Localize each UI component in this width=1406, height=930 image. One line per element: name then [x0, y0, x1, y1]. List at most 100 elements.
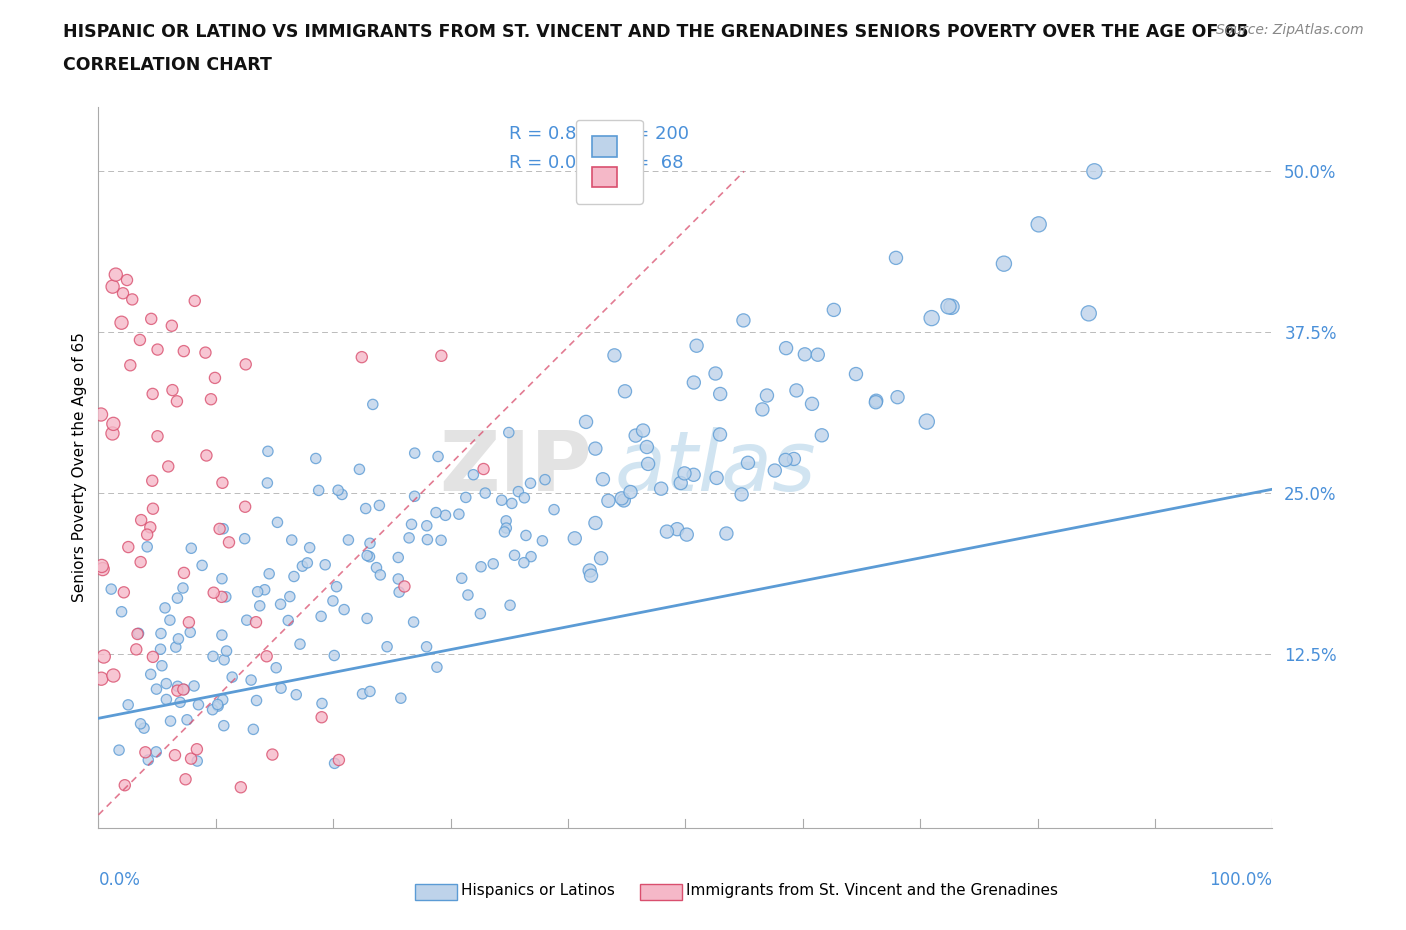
Point [166, 679, 188, 694]
Point [356, 548, 378, 563]
Point [311, 710, 333, 724]
Y-axis label: Seniors Poverty Over the Age of 65: Seniors Poverty Over the Age of 65 [72, 332, 87, 603]
Point [447, 507, 470, 522]
Point [200, 392, 222, 406]
Point [120, 358, 142, 373]
Point [491, 493, 513, 508]
Point [785, 383, 807, 398]
Point [233, 499, 256, 514]
Point [323, 648, 346, 663]
Point [583, 441, 606, 456]
Text: atlas: atlas [614, 427, 817, 508]
Point [575, 415, 598, 430]
Point [531, 534, 554, 549]
Point [184, 294, 207, 309]
Point [262, 747, 284, 762]
Point [675, 527, 697, 542]
Point [245, 693, 267, 708]
Point [136, 752, 159, 767]
Point [716, 526, 738, 541]
Point [349, 462, 371, 477]
Point [499, 598, 522, 613]
Point [416, 518, 439, 533]
Point [398, 530, 420, 545]
Point [233, 531, 256, 546]
Point [519, 476, 541, 491]
Point [322, 593, 344, 608]
Text: R = 0.831: R = 0.831 [509, 126, 599, 143]
Point [823, 302, 845, 317]
Point [434, 508, 457, 523]
Point [361, 397, 384, 412]
Point [211, 628, 233, 643]
Point [387, 550, 409, 565]
Point [682, 468, 704, 483]
Point [288, 637, 311, 652]
Point [655, 525, 678, 539]
Point [166, 684, 188, 698]
Point [613, 493, 636, 508]
Point [337, 533, 360, 548]
Point [90, 407, 112, 422]
Point [669, 475, 692, 490]
Point [162, 382, 184, 397]
Point [865, 395, 887, 410]
Point [356, 611, 378, 626]
Point [108, 743, 131, 758]
Point [775, 340, 797, 355]
Point [270, 597, 292, 612]
Point [187, 698, 209, 712]
Point [285, 687, 308, 702]
Point [136, 539, 159, 554]
Text: CORRELATION CHART: CORRELATION CHART [63, 56, 273, 73]
Point [172, 682, 194, 697]
Point [283, 569, 305, 584]
Point [114, 777, 136, 792]
Text: 100.0%: 100.0% [1209, 870, 1272, 889]
Point [149, 642, 172, 657]
Point [515, 528, 537, 543]
Point [801, 396, 824, 411]
Point [375, 639, 398, 654]
Point [673, 466, 696, 481]
Point [235, 357, 257, 372]
Point [253, 582, 276, 597]
Point [142, 387, 165, 402]
Point [359, 550, 381, 565]
Point [498, 425, 520, 440]
Point [173, 565, 195, 580]
Point [249, 598, 271, 613]
Point [186, 742, 208, 757]
Point [211, 475, 233, 490]
Point [915, 414, 938, 429]
Point [482, 556, 505, 571]
Point [91, 562, 114, 577]
Point [93, 649, 115, 664]
Point [142, 649, 165, 664]
Point [425, 505, 447, 520]
Point [520, 550, 543, 565]
Point [352, 686, 374, 701]
Point [155, 676, 177, 691]
Point [793, 347, 815, 362]
Point [323, 756, 346, 771]
Point [166, 591, 188, 605]
Point [173, 682, 195, 697]
Point [103, 668, 125, 683]
Point [212, 653, 235, 668]
Point [415, 639, 437, 654]
Point [494, 525, 516, 539]
Point [257, 566, 280, 581]
Point [183, 679, 205, 694]
Point [501, 496, 523, 511]
Point [117, 698, 139, 712]
Point [159, 613, 181, 628]
Point [139, 520, 162, 535]
Point [430, 533, 453, 548]
Point [211, 692, 233, 707]
Point [454, 490, 477, 505]
Point [90, 559, 112, 574]
Point [309, 609, 332, 624]
Point [543, 502, 565, 517]
Point [325, 579, 347, 594]
